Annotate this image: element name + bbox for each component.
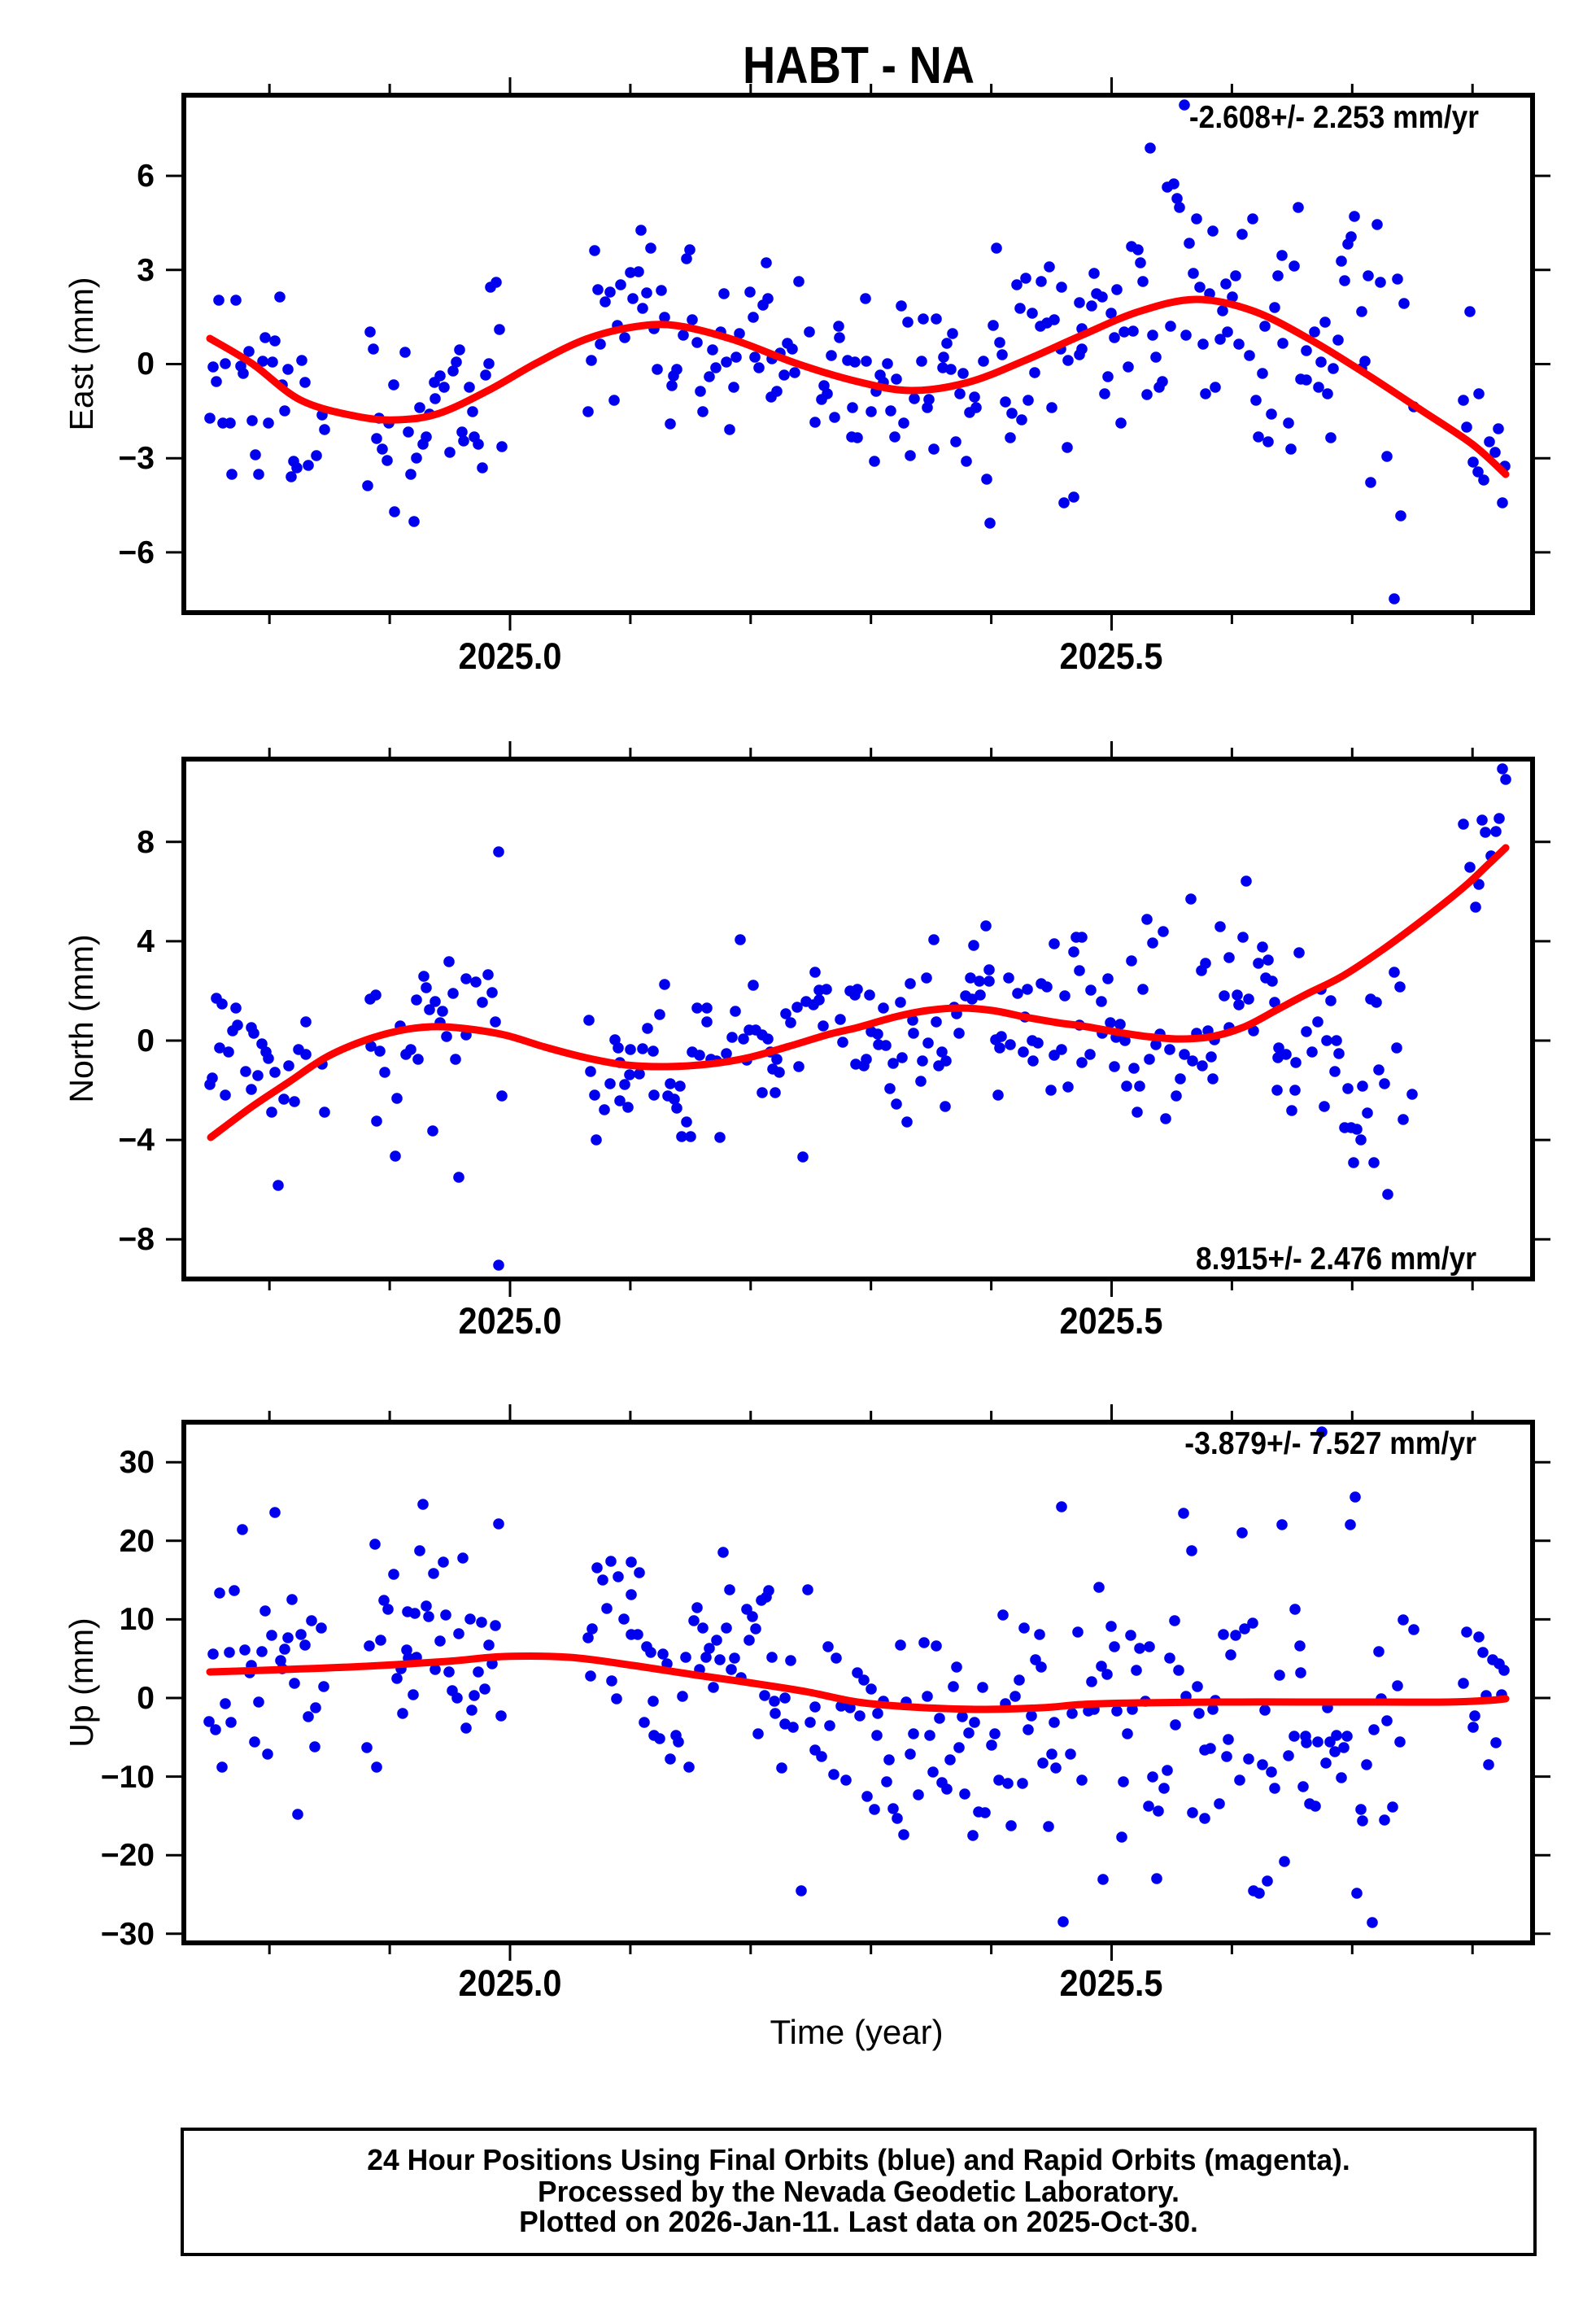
- svg-text:0: 0: [137, 1024, 155, 1058]
- svg-text:0: 0: [137, 347, 155, 382]
- svg-text:10: 10: [120, 1602, 155, 1637]
- svg-text:HABT - NA: HABT - NA: [743, 36, 975, 94]
- svg-text:Processed by the Nevada Geodet: Processed by the Nevada Geodetic Laborat…: [538, 2176, 1180, 2208]
- svg-text:6: 6: [137, 159, 155, 194]
- svg-text:-3.879+/- 7.527 mm/yr: -3.879+/- 7.527 mm/yr: [1184, 1425, 1476, 1460]
- svg-text:−6: −6: [119, 535, 155, 570]
- svg-text:North (mm): North (mm): [63, 934, 100, 1102]
- svg-text:0: 0: [137, 1681, 155, 1716]
- svg-text:-2.608+/- 2.253 mm/yr: -2.608+/- 2.253 mm/yr: [1189, 98, 1479, 134]
- svg-text:30: 30: [120, 1445, 155, 1480]
- svg-text:2025.5: 2025.5: [1060, 637, 1163, 678]
- svg-text:Up (mm): Up (mm): [63, 1617, 100, 1747]
- svg-text:3: 3: [137, 253, 155, 288]
- svg-text:−4: −4: [119, 1123, 155, 1158]
- svg-text:2025.0: 2025.0: [459, 1302, 562, 1342]
- svg-text:−10: −10: [101, 1760, 155, 1795]
- svg-text:8: 8: [137, 825, 155, 860]
- svg-text:2025.5: 2025.5: [1060, 1302, 1163, 1342]
- svg-text:20: 20: [120, 1524, 155, 1559]
- svg-text:4: 4: [137, 924, 155, 959]
- svg-text:−30: −30: [101, 1917, 155, 1952]
- svg-text:2025.0: 2025.0: [459, 1964, 562, 2005]
- svg-text:Time (year): Time (year): [770, 2013, 943, 2051]
- svg-text:−3: −3: [119, 441, 155, 476]
- svg-text:24 Hour Positions Using Final: 24 Hour Positions Using Final Orbits (bl…: [367, 2144, 1350, 2176]
- svg-text:−8: −8: [119, 1222, 155, 1257]
- svg-text:2025.5: 2025.5: [1060, 1964, 1163, 2005]
- svg-text:−20: −20: [101, 1838, 155, 1873]
- svg-text:Plotted on 2026-Jan-11. Last d: Plotted on 2026-Jan-11. Last data on 202…: [519, 2206, 1198, 2238]
- svg-text:East (mm): East (mm): [63, 277, 100, 430]
- svg-text:8.915+/- 2.476 mm/yr: 8.915+/- 2.476 mm/yr: [1196, 1240, 1476, 1276]
- svg-text:2025.0: 2025.0: [459, 637, 562, 678]
